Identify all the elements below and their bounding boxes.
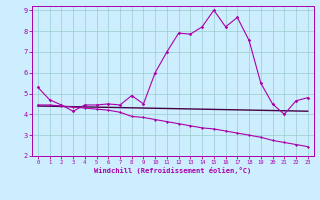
X-axis label: Windchill (Refroidissement éolien,°C): Windchill (Refroidissement éolien,°C) (94, 167, 252, 174)
